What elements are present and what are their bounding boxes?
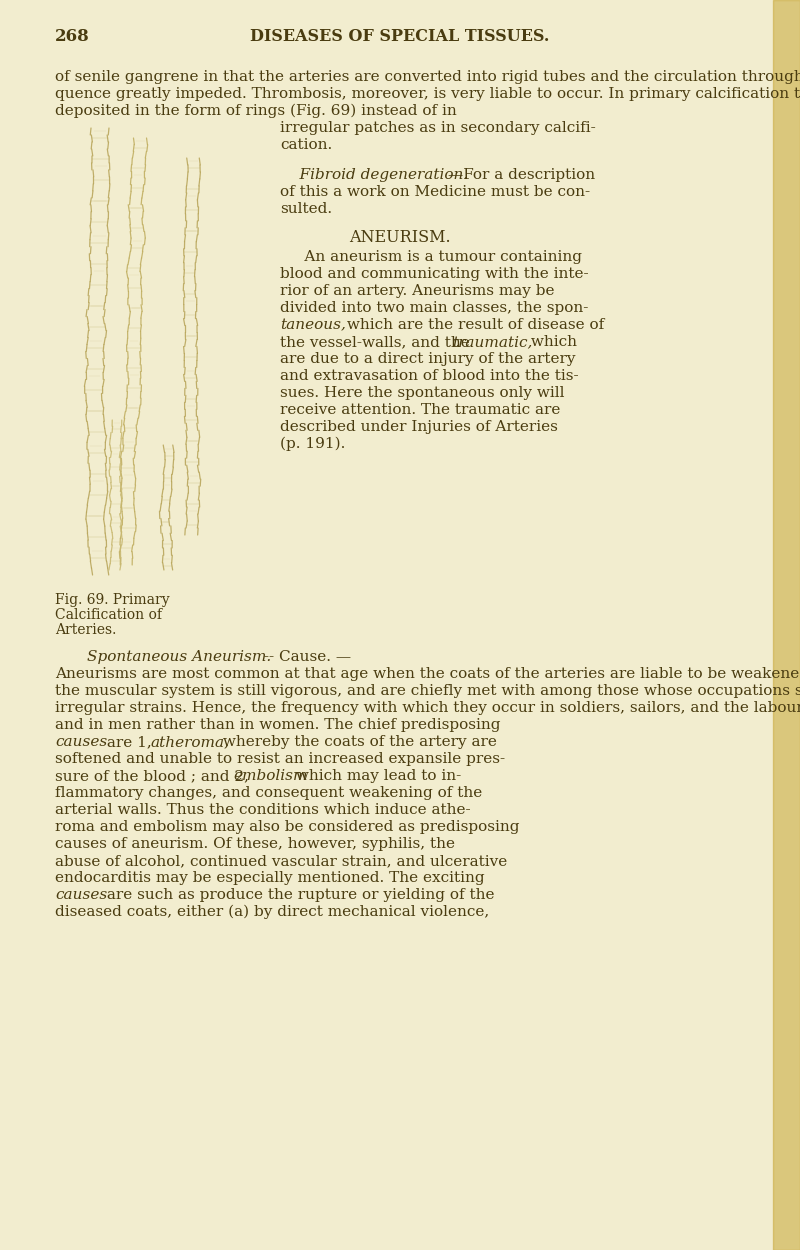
Text: blood and communicating with the inte-: blood and communicating with the inte-	[280, 268, 589, 281]
Text: causes of aneurism. Of these, however, syphilis, the: causes of aneurism. Of these, however, s…	[55, 838, 455, 851]
Text: softened and unable to resist an increased expansile pres-: softened and unable to resist an increas…	[55, 752, 505, 766]
Text: and extravasation of blood into the tis-: and extravasation of blood into the tis-	[280, 369, 578, 382]
Text: ANEURISM.: ANEURISM.	[349, 229, 451, 246]
Text: receive attention. The traumatic are: receive attention. The traumatic are	[280, 402, 560, 418]
Text: embolism: embolism	[233, 769, 307, 782]
Text: the vessel-walls, and the: the vessel-walls, and the	[280, 335, 474, 349]
Text: of senile gangrene in that the arteries are converted into rigid tubes and the c: of senile gangrene in that the arteries …	[55, 70, 800, 84]
Text: flammatory changes, and consequent weakening of the: flammatory changes, and consequent weake…	[55, 786, 482, 800]
Text: arterial walls. Thus the conditions which induce athe-: arterial walls. Thus the conditions whic…	[55, 802, 470, 818]
Text: endocarditis may be especially mentioned. The exciting: endocarditis may be especially mentioned…	[55, 871, 485, 885]
Text: and in men rather than in women. The chief predisposing: and in men rather than in women. The chi…	[55, 718, 501, 732]
Text: sues. Here the spontaneous only will: sues. Here the spontaneous only will	[280, 386, 565, 400]
Text: cation.: cation.	[280, 138, 332, 152]
Text: which are the result of disease of: which are the result of disease of	[342, 318, 604, 332]
Text: (p. 191).: (p. 191).	[280, 438, 346, 451]
Text: are such as produce the rupture or yielding of the: are such as produce the rupture or yield…	[102, 888, 494, 902]
Text: roma and embolism may also be considered as predisposing: roma and embolism may also be considered…	[55, 820, 519, 834]
Text: Calcification of: Calcification of	[55, 608, 162, 622]
Text: diseased coats, either (a) by direct mechanical violence,: diseased coats, either (a) by direct mec…	[55, 905, 490, 920]
Text: atheroma,: atheroma,	[150, 735, 229, 749]
Text: which: which	[526, 335, 577, 349]
Text: An aneurism is a tumour containing: An aneurism is a tumour containing	[280, 250, 582, 264]
Text: —For a description: —For a description	[448, 168, 595, 182]
Text: deposited in the form of rings (Fig. 69) instead of in: deposited in the form of rings (Fig. 69)…	[55, 104, 457, 119]
Text: irregular strains. Hence, the frequency with which they occur in soldiers, sailo: irregular strains. Hence, the frequency …	[55, 701, 800, 715]
Text: sure of the blood ; and 2,: sure of the blood ; and 2,	[55, 769, 254, 782]
Text: abuse of alcohol, continued vascular strain, and ulcerative: abuse of alcohol, continued vascular str…	[55, 854, 507, 868]
Text: irregular patches as in secondary calcifi-: irregular patches as in secondary calcif…	[280, 121, 596, 135]
Text: Aneurisms are most common at that age when the coats of the arteries are liable : Aneurisms are most common at that age wh…	[55, 668, 800, 681]
Text: traumatic,: traumatic,	[452, 335, 532, 349]
Text: sulted.: sulted.	[280, 202, 332, 216]
Text: DISEASES OF SPECIAL TISSUES.: DISEASES OF SPECIAL TISSUES.	[250, 28, 550, 45]
Text: of this a work on Medicine must be con-: of this a work on Medicine must be con-	[280, 185, 590, 199]
Text: Spontaneous Aneurism.: Spontaneous Aneurism.	[87, 650, 271, 664]
Text: whereby the coats of the artery are: whereby the coats of the artery are	[218, 735, 497, 749]
Text: 268: 268	[55, 28, 90, 45]
Text: taneous,: taneous,	[280, 318, 346, 332]
Text: are 1,: are 1,	[102, 735, 157, 749]
Text: which may lead to in-: which may lead to in-	[291, 769, 462, 782]
Text: causes: causes	[55, 735, 107, 749]
Text: -- Cause. —: -- Cause. —	[259, 650, 351, 664]
Text: Arteries.: Arteries.	[55, 622, 116, 638]
Text: are due to a direct injury of the artery: are due to a direct injury of the artery	[280, 352, 575, 366]
Text: divided into two main classes, the spon-: divided into two main classes, the spon-	[280, 301, 588, 315]
Text: Fig. 69. Primary: Fig. 69. Primary	[55, 592, 170, 608]
Text: quence greatly impeded. Thrombosis, moreover, is very liable to occur. In primar: quence greatly impeded. Thrombosis, more…	[55, 88, 800, 101]
Text: causes: causes	[55, 888, 107, 902]
Text: described under Injuries of Arteries: described under Injuries of Arteries	[280, 420, 558, 434]
Text: Fibroid degeneration.: Fibroid degeneration.	[280, 168, 468, 182]
Text: rior of an artery. Aneurisms may be: rior of an artery. Aneurisms may be	[280, 284, 554, 298]
Text: the muscular system is still vigorous, and are chiefly met with among those whos: the muscular system is still vigorous, a…	[55, 684, 800, 698]
